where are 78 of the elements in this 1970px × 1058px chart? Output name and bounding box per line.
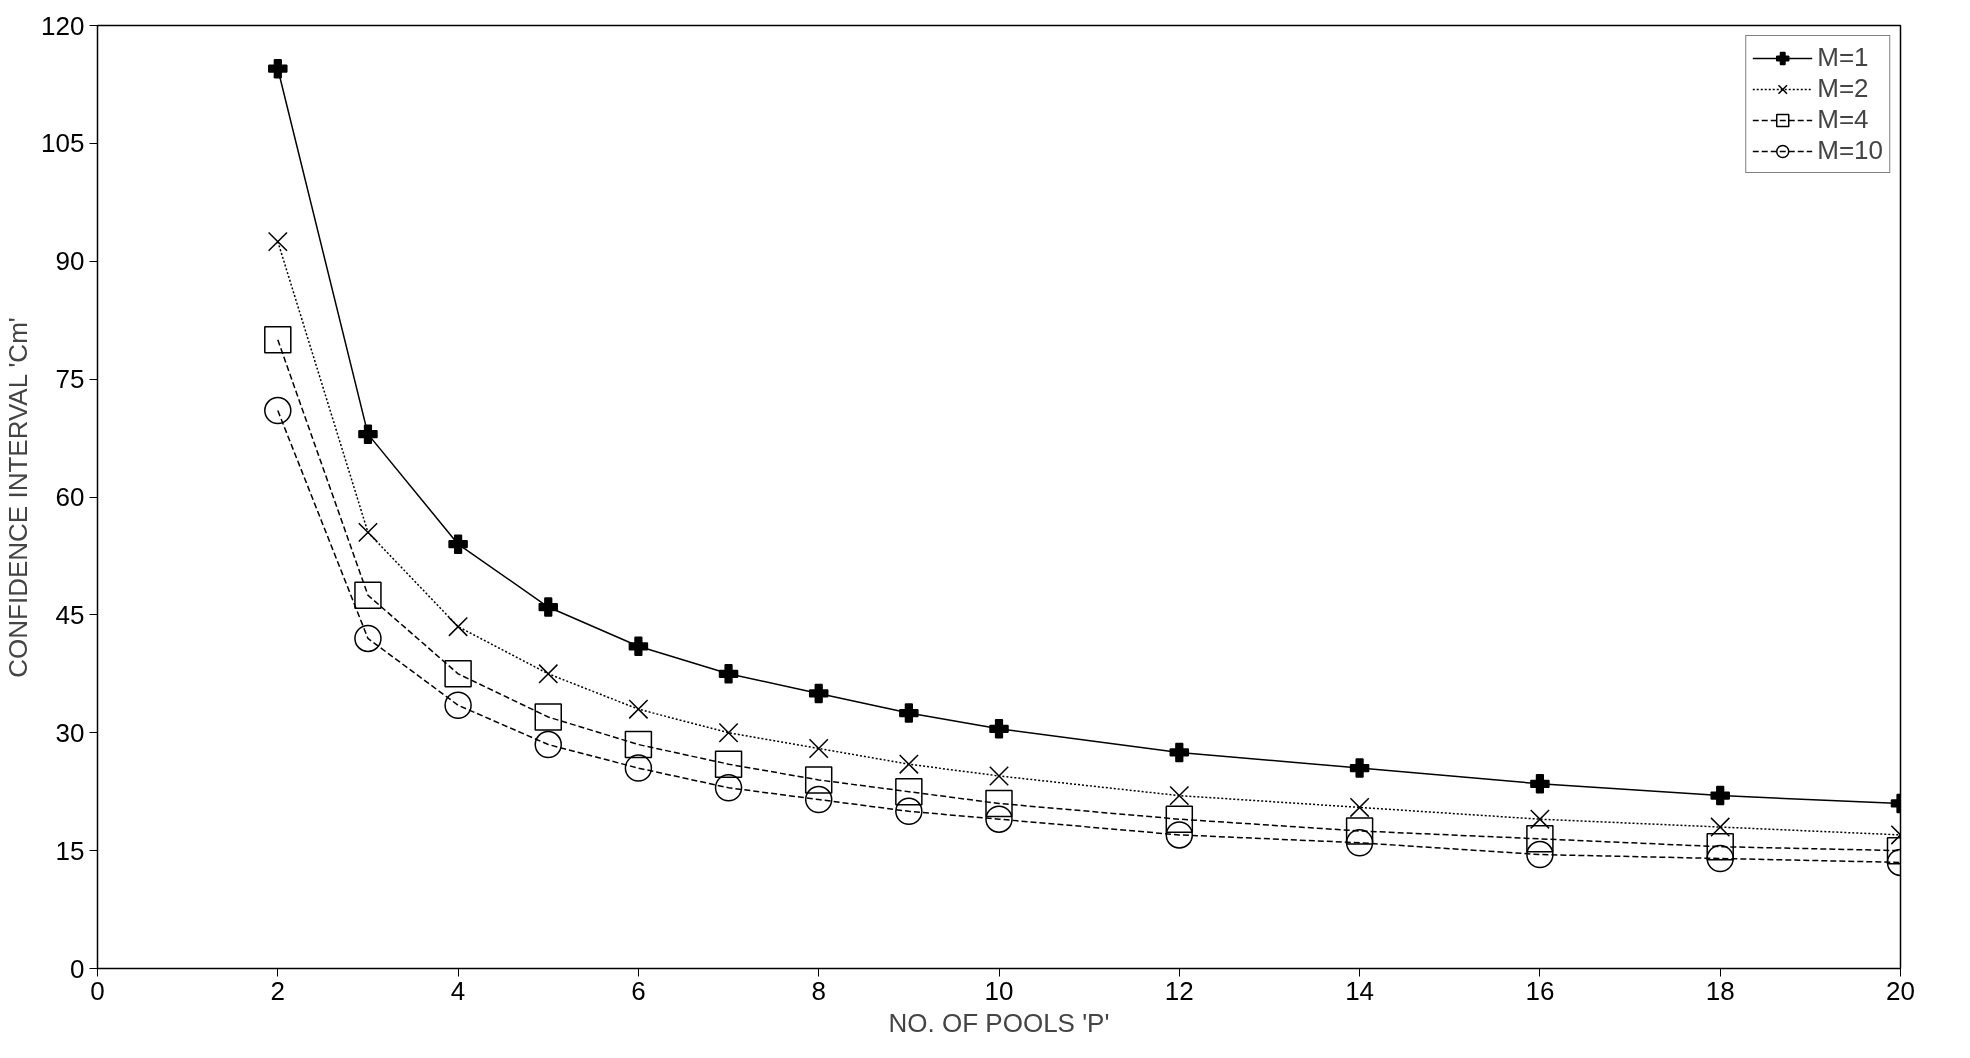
point xyxy=(898,754,919,775)
y-tick-label: 105 xyxy=(41,128,85,159)
x-tick-label: 6 xyxy=(631,975,646,1006)
point xyxy=(448,616,469,637)
y-tick-label: 120 xyxy=(41,10,85,41)
point xyxy=(899,703,919,723)
y-tick-label: 75 xyxy=(55,364,85,395)
point xyxy=(444,691,472,719)
y-tick-label: 15 xyxy=(55,835,85,866)
point xyxy=(1710,785,1730,806)
point xyxy=(1345,817,1374,845)
point xyxy=(628,699,649,720)
point xyxy=(1169,742,1190,763)
point xyxy=(985,789,1013,818)
x-tick-label: 2 xyxy=(270,975,286,1006)
point xyxy=(804,766,833,794)
y-tick-label: 0 xyxy=(70,953,85,984)
point xyxy=(718,664,739,684)
point xyxy=(628,636,649,657)
point xyxy=(1526,840,1554,869)
point xyxy=(989,719,1009,739)
point xyxy=(808,683,829,704)
point xyxy=(448,534,468,554)
point xyxy=(989,766,1009,786)
y-tick-label: 60 xyxy=(55,482,85,512)
x-tick-label: 8 xyxy=(811,975,826,1006)
point xyxy=(358,424,378,444)
x-tick-label: 4 xyxy=(450,975,466,1006)
point xyxy=(714,750,743,778)
point xyxy=(895,797,923,826)
point xyxy=(895,777,923,806)
point xyxy=(1706,844,1734,873)
legend-label: M=4 xyxy=(1817,104,1869,135)
x-tick-label: 16 xyxy=(1525,975,1555,1006)
point xyxy=(1349,797,1370,818)
point xyxy=(1529,809,1550,830)
point xyxy=(1165,805,1194,833)
legend-label: M=10 xyxy=(1817,135,1883,166)
legend-label: M=1 xyxy=(1817,42,1869,73)
x-tick-label: 20 xyxy=(1886,975,1915,1006)
point xyxy=(624,730,653,759)
point xyxy=(1165,821,1194,849)
point xyxy=(1169,785,1190,806)
point xyxy=(264,396,292,425)
point xyxy=(354,581,382,609)
point xyxy=(1345,829,1374,857)
point xyxy=(624,754,653,782)
x-tick-label: 10 xyxy=(984,975,1014,1006)
point xyxy=(714,774,743,802)
point xyxy=(264,326,292,354)
point xyxy=(804,785,833,814)
point xyxy=(1706,832,1734,861)
point xyxy=(985,805,1013,833)
point xyxy=(1710,817,1731,837)
y-tick-label: 30 xyxy=(55,717,85,748)
point xyxy=(268,58,288,79)
point xyxy=(1530,774,1550,794)
y-axis-title: CONFIDENCE INTERVAL 'Cm' xyxy=(3,317,34,678)
point xyxy=(1526,825,1554,853)
point xyxy=(534,703,562,731)
point xyxy=(267,231,288,252)
point xyxy=(444,660,472,688)
y-tick-label: 45 xyxy=(55,599,85,630)
point xyxy=(358,522,378,543)
x-tick-label: 0 xyxy=(90,975,105,1006)
x-axis-title: NO. OF POOLS 'P' xyxy=(888,1007,1110,1038)
point xyxy=(718,722,739,743)
y-tick-label: 90 xyxy=(55,246,85,277)
legend-label: M=2 xyxy=(1817,73,1869,104)
x-tick-label: 12 xyxy=(1164,975,1194,1006)
point xyxy=(538,663,559,684)
x-tick-label: 18 xyxy=(1705,975,1735,1006)
point xyxy=(538,597,558,617)
point xyxy=(534,730,562,759)
point xyxy=(1349,758,1370,778)
x-tick-label: 14 xyxy=(1345,975,1375,1006)
point xyxy=(354,624,382,653)
point xyxy=(808,738,829,759)
